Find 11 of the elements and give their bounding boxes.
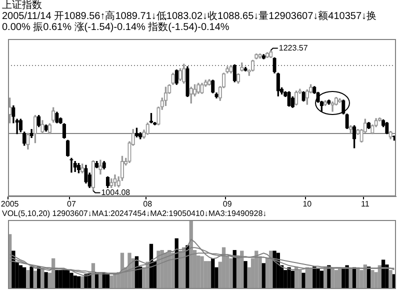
chart-subtitle: 2005/11/14 开1089.56↑高1089.71↓低1083.02↓收1088.65↓量12903607↓额410357↓换0.00% 振0.61% 涨(-1.54)-0.14% 指数(-1.54)-0.14%	[1, 11, 378, 33]
x-tick-label: 11	[361, 199, 370, 208]
x-tick-label: 09	[222, 199, 232, 208]
annotation: 1004.08	[101, 188, 131, 197]
x-tick-label: 07	[67, 199, 76, 208]
chart-title: VOL(5,10,20) 12903607↓MA1:20247454↓MA2:19050410↓MA3:19490928↓	[1, 209, 268, 218]
x-tick-label: 08	[143, 199, 153, 208]
x-tick-label: 2005	[0, 199, 20, 208]
annotation: 1223.57	[278, 43, 308, 52]
chart-title: 上证指数	[1, 0, 43, 11]
x-tick-label: 10	[302, 199, 312, 208]
